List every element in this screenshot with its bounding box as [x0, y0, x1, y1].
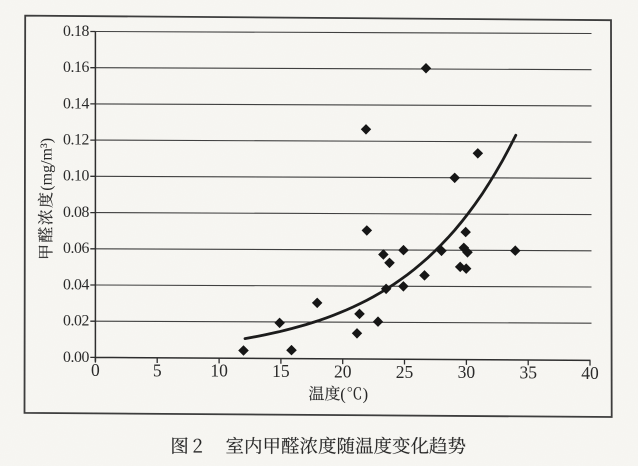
svg-text:30: 30 — [458, 362, 476, 382]
svg-text:0.12: 0.12 — [63, 132, 90, 149]
svg-text:25: 25 — [396, 362, 414, 382]
svg-text:0.08: 0.08 — [63, 204, 90, 221]
svg-text:0.18: 0.18 — [63, 23, 90, 40]
svg-text:5: 5 — [153, 360, 162, 380]
svg-text:0.14: 0.14 — [63, 95, 90, 112]
svg-text:0.10: 0.10 — [63, 168, 90, 185]
svg-text:): ) — [363, 384, 369, 403]
svg-text:20: 20 — [334, 361, 352, 381]
svg-text:0: 0 — [91, 360, 100, 380]
svg-text:10: 10 — [210, 361, 228, 381]
svg-text:40: 40 — [581, 363, 599, 383]
svg-text:0.06: 0.06 — [63, 240, 90, 257]
svg-text:0.02: 0.02 — [63, 313, 90, 330]
svg-text:0.00: 0.00 — [63, 349, 90, 366]
svg-text:(: ( — [340, 384, 346, 403]
svg-text:15: 15 — [272, 361, 290, 381]
svg-text:0.04: 0.04 — [63, 276, 90, 293]
svg-text:0.16: 0.16 — [63, 59, 90, 76]
svg-text:35: 35 — [519, 363, 537, 383]
svg-text:(mg/m³): (mg/m³) — [38, 138, 55, 191]
